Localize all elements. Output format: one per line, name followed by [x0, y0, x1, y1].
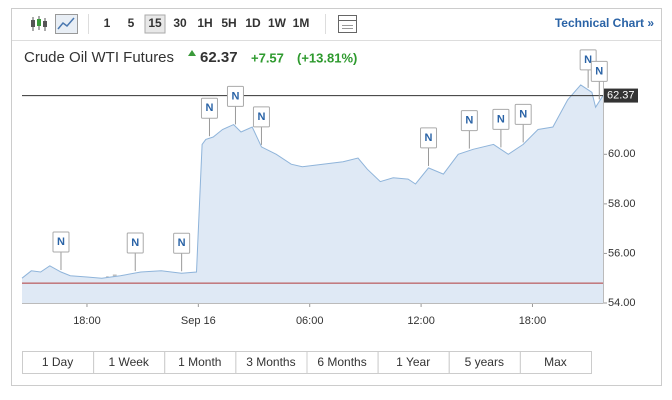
news-flag[interactable]: [126, 232, 144, 254]
interval-button[interactable]: 1H: [197, 16, 212, 30]
news-flag[interactable]: [200, 97, 218, 119]
news-flag[interactable]: [590, 60, 608, 82]
news-flag[interactable]: [252, 106, 270, 128]
x-tick-label: 18:00: [73, 315, 101, 327]
interval-button[interactable]: 1M: [293, 16, 310, 30]
range-button-label[interactable]: 1 Day: [42, 355, 73, 369]
range-button-label[interactable]: 1 Week: [108, 355, 149, 369]
news-flag[interactable]: [514, 103, 532, 125]
candle-icon[interactable]: [31, 16, 47, 31]
news-flag[interactable]: [52, 231, 70, 253]
y-tick-label: 60.00: [608, 148, 636, 160]
interval-button[interactable]: 1: [104, 16, 111, 30]
technical-chart-link[interactable]: Technical Chart »: [555, 16, 654, 30]
news-flag-label[interactable]: N: [584, 54, 592, 66]
interval-button[interactable]: 1W: [268, 16, 287, 30]
range-button-label[interactable]: 6 Months: [317, 355, 366, 369]
price-change: +7.57: [251, 50, 284, 65]
x-tick-label: Sep 16: [181, 315, 216, 327]
news-flag-label[interactable]: N: [57, 236, 65, 248]
interval-active-bg: [144, 14, 166, 34]
news-flag[interactable]: [492, 108, 510, 130]
range-button-label[interactable]: 1 Month: [178, 355, 221, 369]
news-flag-label[interactable]: N: [595, 65, 603, 77]
interval-button[interactable]: 1D: [245, 16, 261, 30]
y-tick-label: 58.00: [608, 198, 636, 210]
interval-button[interactable]: 30: [173, 16, 187, 30]
news-flag-label[interactable]: N: [206, 102, 214, 114]
news-flag[interactable]: [226, 85, 244, 107]
news-flag-label[interactable]: N: [257, 111, 265, 123]
y-tick-label: 54.00: [608, 297, 636, 309]
line-icon[interactable]: [55, 14, 78, 34]
interval-button[interactable]: 5H: [221, 16, 236, 30]
x-tick-label: 18:00: [519, 315, 547, 327]
x-tick-label: 06:00: [296, 315, 324, 327]
table-icon[interactable]: [338, 15, 357, 33]
current-price-badge: [604, 88, 638, 103]
interval-button[interactable]: 5: [128, 16, 135, 30]
range-button[interactable]: [519, 351, 592, 374]
percent-change: (+13.81%): [297, 50, 357, 65]
interval-button[interactable]: 15: [148, 16, 162, 30]
news-flag[interactable]: [173, 232, 191, 254]
range-button-label[interactable]: Max: [544, 355, 567, 369]
range-button-label[interactable]: 3 Months: [246, 355, 295, 369]
news-flag[interactable]: [460, 110, 478, 132]
news-flag[interactable]: [420, 127, 438, 149]
news-flag-label[interactable]: N: [131, 237, 139, 249]
news-flag-label[interactable]: N: [178, 237, 186, 249]
price-line: [21, 84, 604, 279]
news-flag-label[interactable]: N: [425, 132, 433, 144]
news-flag-label[interactable]: N: [231, 90, 239, 102]
area-fill: [22, 84, 603, 304]
range-button-label[interactable]: 1 Year: [396, 355, 430, 369]
last-price: 62.37: [200, 49, 238, 66]
news-flag-label[interactable]: N: [519, 108, 527, 120]
news-flag-label[interactable]: N: [497, 113, 505, 125]
up-arrow: [188, 50, 196, 56]
current-price-label: 62.37: [607, 89, 635, 101]
range-button-label[interactable]: 5 years: [465, 355, 504, 369]
instrument-title: Crude Oil WTI Futures: [24, 49, 174, 66]
x-tick-label: 12:00: [407, 315, 435, 327]
y-tick-label: 56.00: [608, 247, 636, 259]
news-flag-label[interactable]: N: [465, 114, 473, 126]
